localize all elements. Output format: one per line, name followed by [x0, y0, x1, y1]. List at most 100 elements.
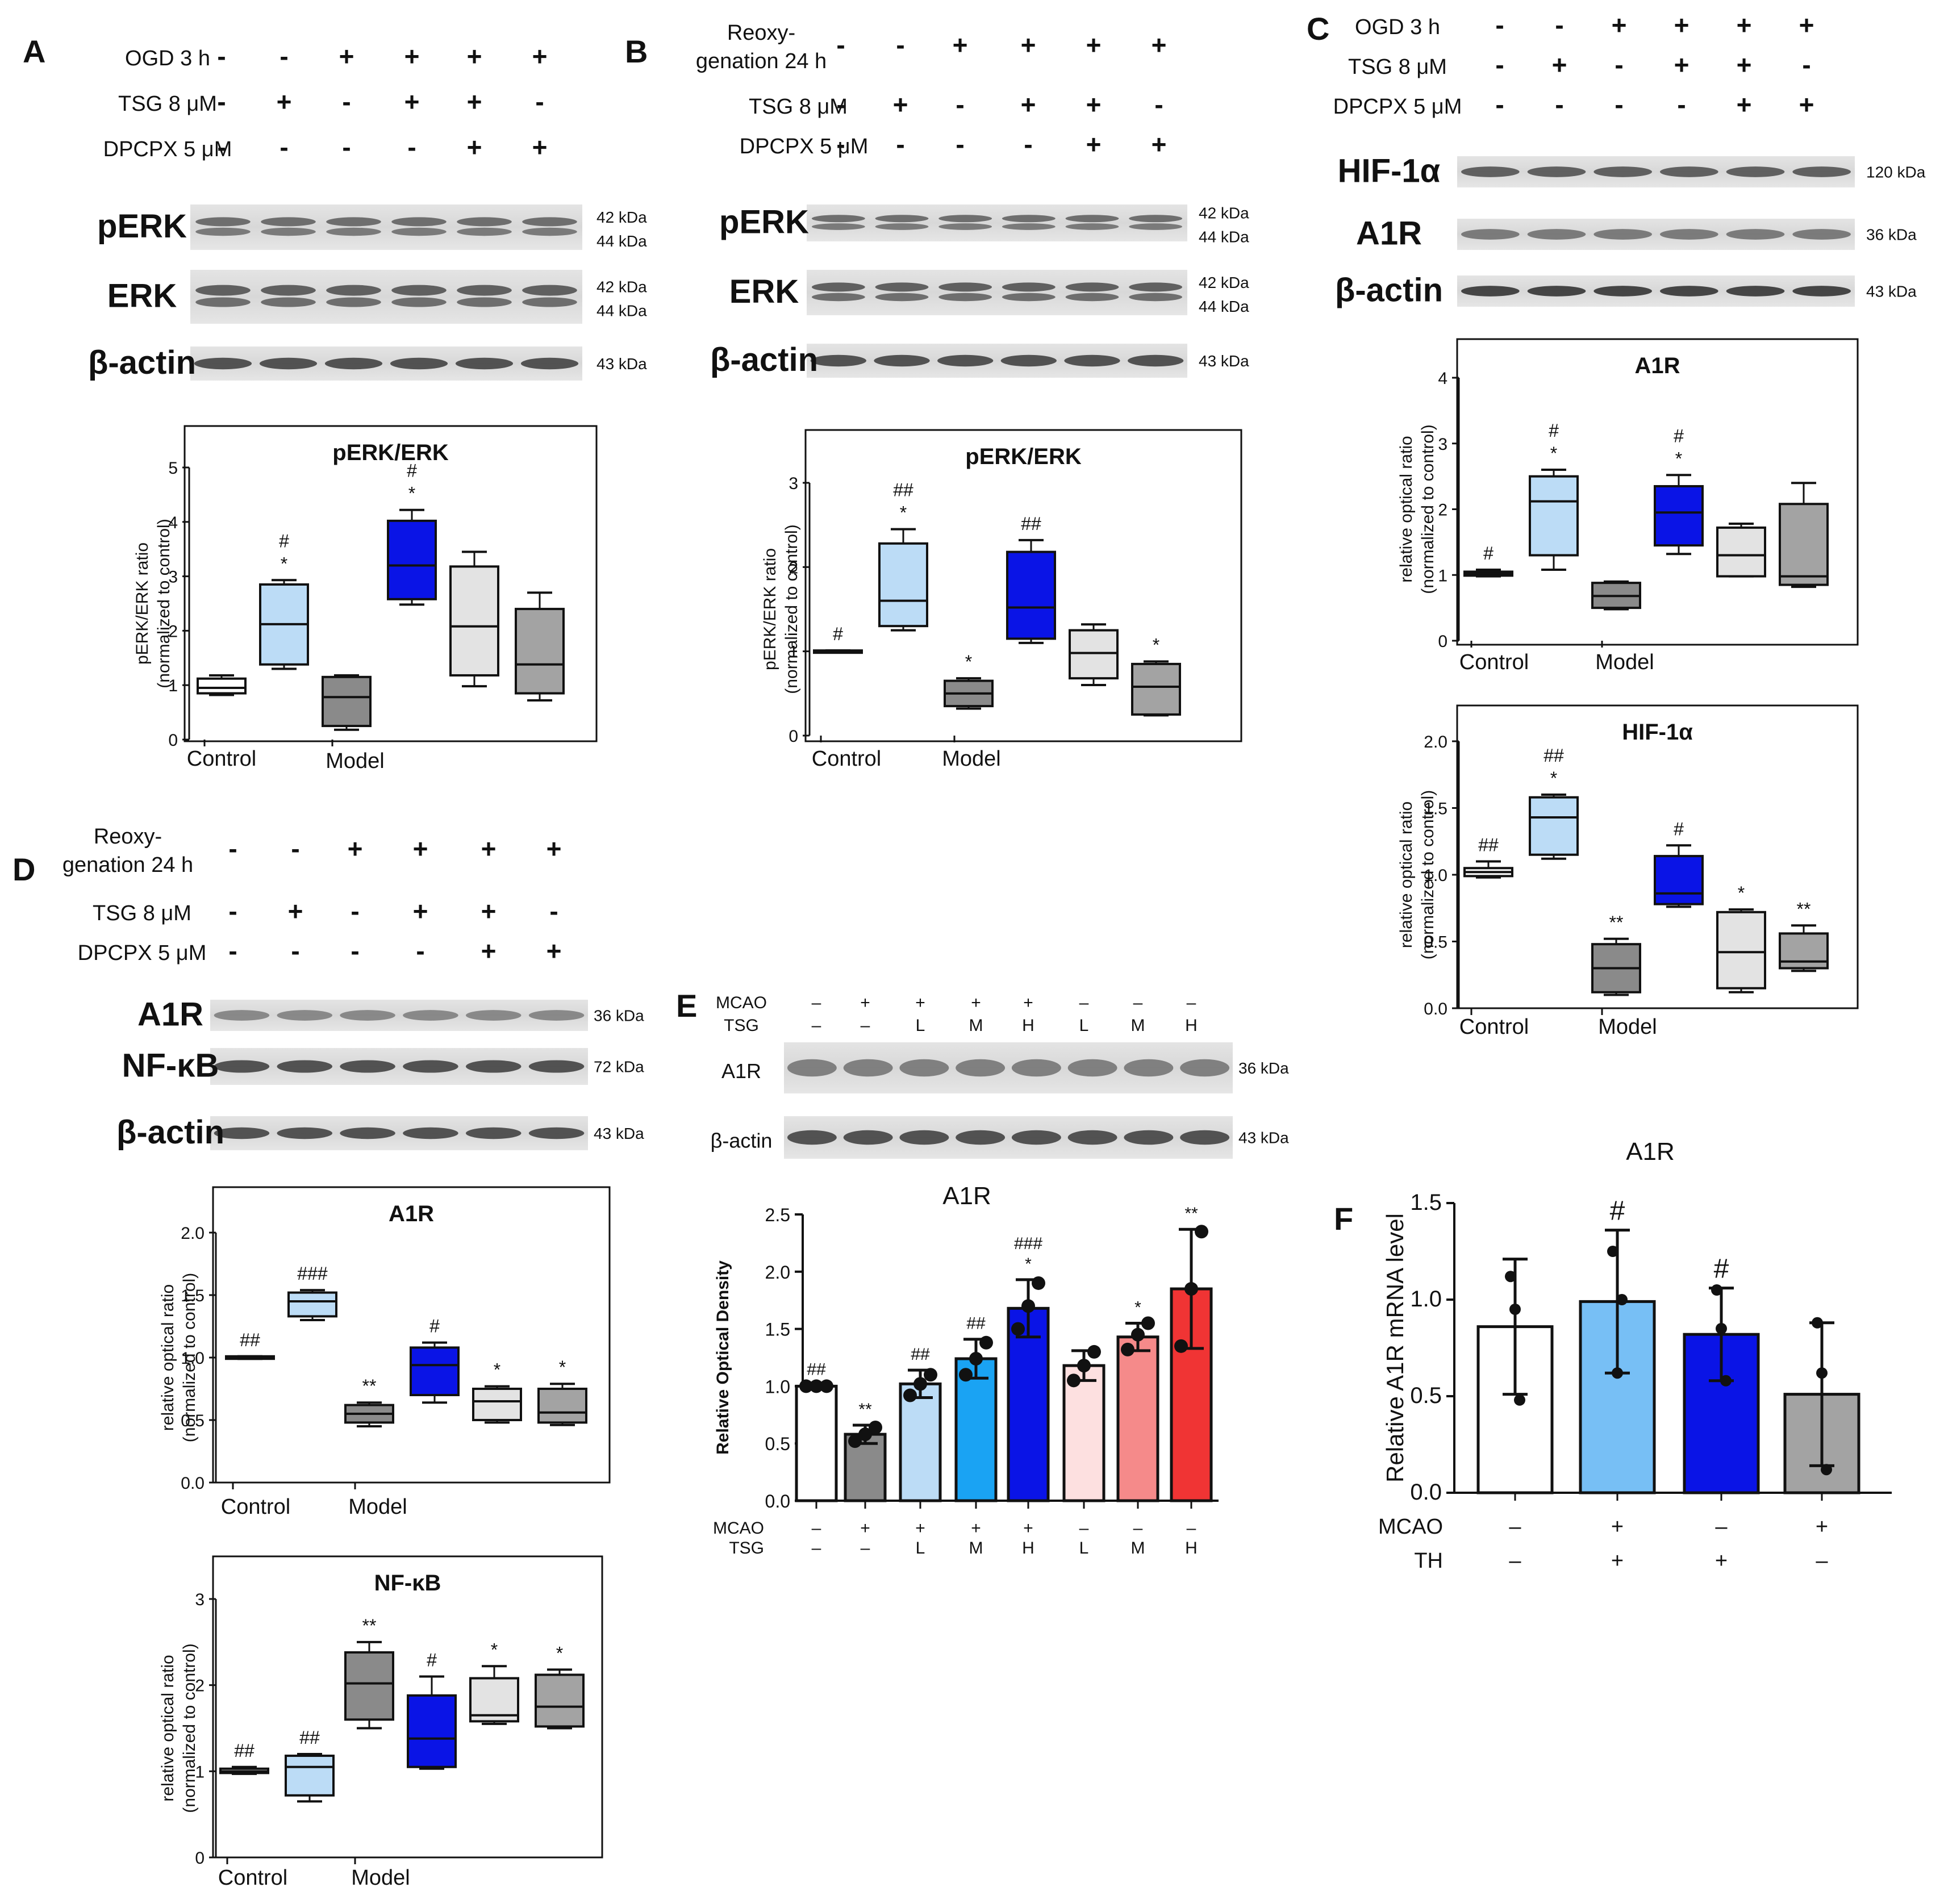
y-axis-label: pERK/ERK ratio — [761, 548, 779, 670]
data-point — [1612, 1367, 1623, 1379]
blot-band — [455, 357, 514, 370]
condition-sign: + — [1799, 10, 1814, 40]
chart-frame — [804, 429, 1242, 742]
condition-sign: - — [228, 834, 237, 863]
blot-band — [1660, 229, 1718, 240]
box-group: ## — [285, 1727, 335, 1803]
blot-band — [1002, 293, 1056, 302]
box-group: *# — [1654, 425, 1704, 556]
significance-mark: ** — [362, 1615, 377, 1636]
chart-title: HIF-1α — [1622, 720, 1693, 745]
condition-sign: - — [1615, 50, 1623, 80]
box-group: ** — [1591, 912, 1641, 996]
data-point — [1514, 1394, 1525, 1406]
condition-sign: - — [228, 896, 237, 926]
blot-band — [875, 293, 929, 302]
bar-group: # — [1683, 1254, 1760, 1501]
condition-sign: – — [1079, 1519, 1089, 1538]
condition-sign: – — [1187, 1519, 1196, 1538]
box-group: * — [537, 1357, 587, 1426]
blot-band — [875, 215, 929, 223]
chart-title: A1R — [942, 1182, 991, 1210]
blot-band — [938, 215, 992, 223]
blot-band — [326, 227, 381, 236]
blot-label: β-actin — [116, 1114, 224, 1151]
blot-band — [528, 1060, 585, 1073]
condition-sign: - — [291, 834, 299, 863]
y-axis-label: relative optical ratio — [1397, 436, 1416, 582]
box-group — [1779, 482, 1829, 588]
y-tick-label: 2.0 — [1424, 733, 1447, 751]
kda-label: 72 kDa — [594, 1058, 644, 1076]
condition-sign: – — [1509, 1515, 1521, 1539]
blot-band — [874, 354, 930, 367]
y-tick-label: 1.5 — [181, 1287, 205, 1305]
x-group-label: Model — [1595, 650, 1654, 674]
significance-mark: # — [1674, 425, 1684, 446]
data-point — [1711, 1284, 1722, 1296]
panel-letter: D — [12, 851, 35, 887]
condition-sign: + — [413, 896, 428, 926]
significance-mark: * — [1675, 448, 1682, 469]
y-tick-label: 2.0 — [181, 1224, 205, 1243]
blot-background — [807, 204, 1187, 241]
condition-sign: + — [339, 41, 354, 71]
condition-sign: – — [812, 1519, 821, 1538]
y-tick-label: 0 — [195, 1849, 205, 1868]
condition-sign: - — [217, 87, 226, 116]
blot-band — [259, 357, 318, 370]
blot-band — [277, 1127, 333, 1139]
x-group-label: Model — [351, 1866, 410, 1890]
condition-sign: + — [971, 1519, 981, 1538]
condition-sign: + — [413, 834, 428, 863]
condition-sign: – — [1509, 1549, 1521, 1573]
blot-band — [843, 1130, 893, 1145]
box-group: ** — [1779, 899, 1829, 972]
blot-band — [261, 227, 316, 236]
condition-sign: + — [277, 87, 292, 116]
y-tick-label: 2 — [789, 558, 798, 577]
significance-mark: * — [1134, 1298, 1141, 1317]
blot-band — [465, 1010, 522, 1021]
condition-sign: – — [812, 1016, 821, 1035]
condition-sign: - — [836, 90, 845, 119]
blot-band — [528, 1127, 585, 1139]
box-group: * — [1131, 634, 1181, 717]
significance-mark: * — [965, 652, 972, 672]
box-group — [515, 591, 565, 702]
condition-sign: + — [481, 834, 497, 863]
condition-label: MCAO — [713, 1519, 764, 1538]
y-tick-label: 4 — [168, 513, 178, 532]
condition-label: TSG — [724, 1016, 759, 1035]
bar — [1116, 1335, 1159, 1502]
condition-sign: - — [1615, 90, 1623, 119]
condition-sign: + — [467, 41, 482, 71]
significance-mark: # — [427, 1650, 437, 1671]
condition-sign: + — [1086, 30, 1102, 60]
box-group — [1069, 623, 1119, 686]
barchart-e: 0.0 0.5 1.0 1.5 2.0 2.5 A1R Relative Optical De… — [713, 1182, 1219, 1558]
significance-mark: * — [1025, 1255, 1032, 1273]
condition-label: DPCPX 5 μM — [1333, 95, 1462, 119]
data-point — [869, 1420, 882, 1434]
box-group: ## — [219, 1740, 269, 1775]
condition-sign: + — [1737, 50, 1752, 80]
bar-group: ** — [1170, 1204, 1213, 1509]
chart-frame — [1456, 704, 1859, 1009]
blot-label: NF-κB — [122, 1047, 219, 1084]
y-tick-label: 2 — [195, 1677, 205, 1696]
box — [407, 1694, 457, 1768]
y-tick-label: 0.0 — [1410, 1480, 1442, 1505]
condition-sign: + — [1737, 10, 1752, 40]
chart-frame — [183, 425, 598, 742]
condition-sign: L — [916, 1539, 925, 1558]
significance-mark: # — [1674, 819, 1684, 839]
chart-title: A1R — [389, 1201, 434, 1226]
blot-label: β-actin — [1335, 272, 1443, 309]
blot-band — [326, 285, 381, 296]
condition-sign: - — [279, 132, 288, 162]
y-axis-label: (normalized to control) — [180, 1273, 199, 1442]
condition-sign: L — [916, 1016, 925, 1035]
blot-band — [522, 285, 577, 296]
blot-label: β-actin — [88, 344, 196, 381]
